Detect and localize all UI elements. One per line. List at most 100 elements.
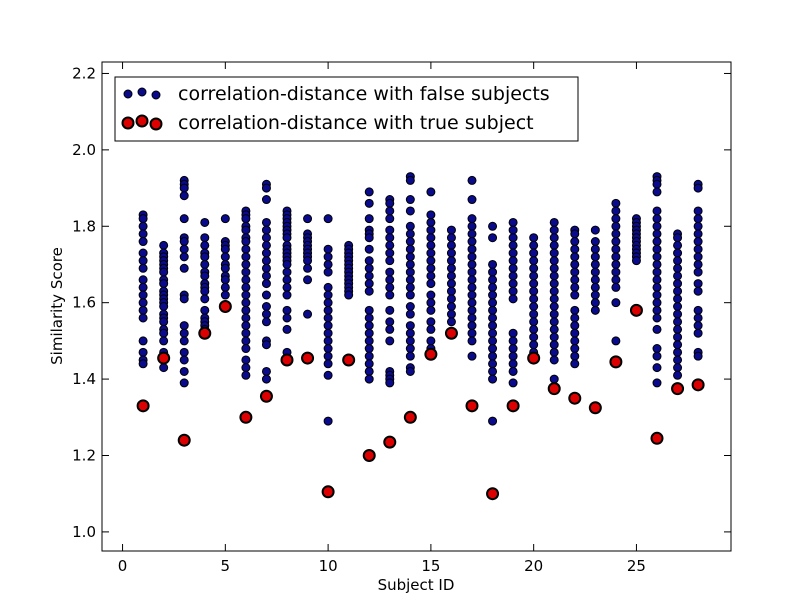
false-subject-point — [241, 305, 251, 315]
false-subject-point — [529, 256, 539, 266]
false-subject-point — [693, 221, 703, 231]
true-subject-points — [136, 300, 705, 501]
false-subject-point — [364, 263, 374, 273]
false-subject-point — [673, 233, 683, 243]
false-subject-point — [570, 305, 580, 315]
false-subject-point — [385, 206, 395, 216]
true-subject-point — [691, 378, 705, 392]
false-subject-point — [467, 252, 477, 262]
false-subject-point — [467, 321, 477, 331]
false-subject-point — [508, 366, 518, 376]
false-subject-point — [549, 294, 559, 304]
false-subject-point — [488, 374, 498, 384]
false-subject-point — [488, 328, 498, 338]
false-subject-point — [549, 324, 559, 334]
false-subject-point — [693, 252, 703, 262]
false-subject-point — [323, 244, 333, 254]
false-subject-point — [529, 332, 539, 342]
false-subject-point — [570, 282, 580, 292]
false-subject-point — [549, 217, 559, 227]
false-subject-point — [529, 309, 539, 319]
true-subject-point — [547, 382, 561, 396]
false-subject-point — [323, 328, 333, 338]
false-subject-point — [693, 183, 703, 193]
true-subject-point — [259, 389, 273, 403]
false-subject-point — [611, 198, 621, 208]
false-subject-point — [446, 256, 456, 266]
false-subject-point — [323, 282, 333, 292]
false-subject-point — [261, 263, 271, 273]
legend-marker-false — [123, 87, 161, 100]
false-subject-point — [611, 221, 621, 231]
false-subject-point — [323, 267, 333, 277]
false-subject-point — [652, 252, 662, 262]
true-subject-point — [136, 399, 150, 413]
false-subject-point — [261, 366, 271, 376]
false-subject-point — [364, 244, 374, 254]
false-subject-point — [220, 282, 230, 292]
false-subject-point — [159, 279, 169, 289]
false-subject-point — [241, 363, 251, 373]
false-subject-point — [446, 225, 456, 235]
false-subject-point — [138, 248, 148, 258]
false-subject-point — [405, 309, 415, 319]
false-subject-point — [590, 305, 600, 315]
false-subject-point — [405, 175, 415, 185]
false-subject-point — [282, 233, 292, 243]
false-subject-point — [323, 344, 333, 354]
false-subject-point — [673, 294, 683, 304]
false-subject-point — [364, 233, 374, 243]
false-subject-point — [364, 351, 374, 361]
false-subject-point — [282, 324, 292, 334]
false-subject-point — [652, 244, 662, 254]
false-subject-point — [323, 370, 333, 380]
false-subject-point — [467, 298, 477, 308]
false-subject-point — [508, 286, 518, 296]
false-subject-point — [220, 214, 230, 224]
false-subject-point — [405, 275, 415, 285]
false-subject-point — [652, 363, 662, 373]
plot-frame — [101, 61, 732, 552]
false-subject-point — [405, 244, 415, 254]
false-subject-point — [138, 214, 148, 224]
false-subject-point — [652, 206, 662, 216]
false-subject-point — [693, 328, 703, 338]
false-subject-point — [508, 271, 518, 281]
false-subject-point — [303, 309, 313, 319]
true-subject-point — [568, 391, 582, 405]
false-subject-point — [241, 267, 251, 277]
false-subject-point — [673, 240, 683, 250]
false-subject-point — [200, 259, 210, 269]
false-subject-point — [652, 214, 662, 224]
false-subject-point — [693, 267, 703, 277]
false-subject-point — [303, 263, 313, 273]
false-subject-point — [529, 263, 539, 273]
false-subject-point — [261, 183, 271, 193]
false-subject-point — [385, 336, 395, 346]
false-subject-point — [138, 359, 148, 369]
false-subject-point — [138, 347, 148, 357]
false-subject-point — [570, 290, 580, 300]
false-subject-point — [323, 290, 333, 300]
false-subject-point — [467, 221, 477, 231]
false-subject-point — [508, 225, 518, 235]
false-subject-point — [405, 351, 415, 361]
false-subject-point — [467, 259, 477, 269]
false-subject-point — [652, 324, 662, 334]
false-subject-point — [426, 217, 436, 227]
false-subject-point — [590, 237, 600, 247]
false-subject-point — [570, 244, 580, 254]
false-subject-point — [508, 378, 518, 388]
y-axis-ticks: 1.0 1.2 1.4 1.6 1.8 2.0 2.2 — [72, 64, 731, 541]
true-subject-point — [486, 487, 500, 501]
false-subject-point — [241, 275, 251, 285]
false-subject-point — [323, 359, 333, 369]
false-subject-point — [426, 210, 436, 220]
false-subject-point — [549, 355, 559, 365]
false-subject-point — [282, 282, 292, 292]
false-subject-point — [488, 298, 498, 308]
false-subject-point — [446, 263, 456, 273]
false-subject-point — [446, 294, 456, 304]
false-subject-point — [179, 183, 189, 193]
y-tick-label: 2.0 — [72, 141, 96, 159]
